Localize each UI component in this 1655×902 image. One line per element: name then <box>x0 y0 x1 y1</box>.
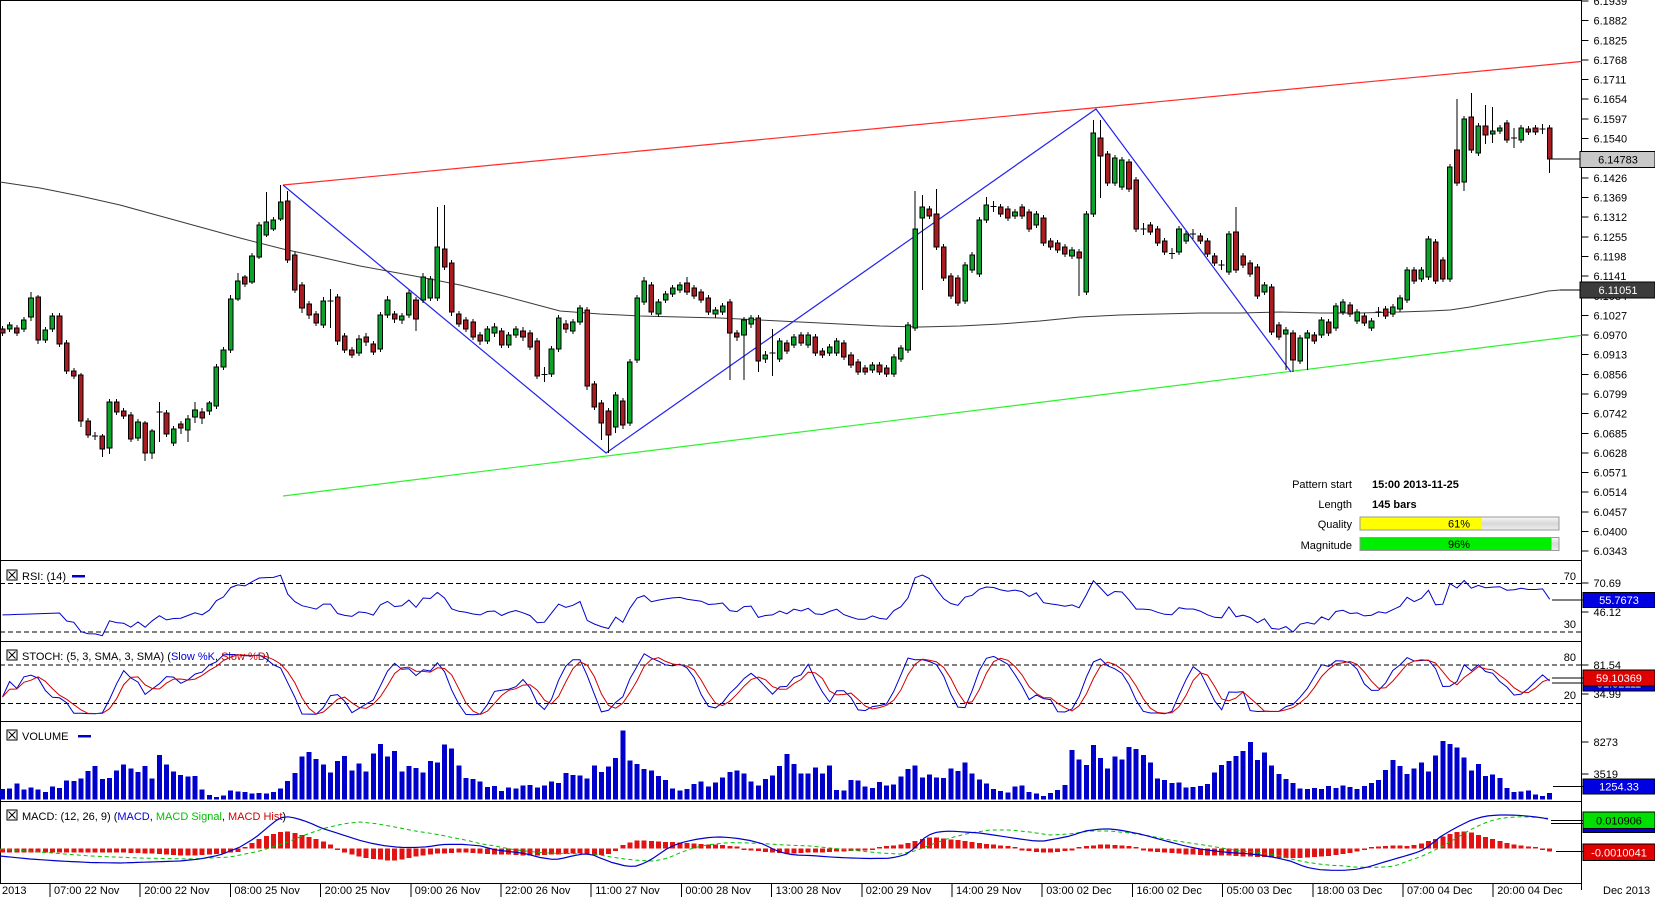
svg-text:STOCH: (5, 3, SMA, 3, SMA) (Sl: STOCH: (5, 3, SMA, 3, SMA) (Slow %K, Slo… <box>22 651 269 663</box>
svg-text:6.14783: 6.14783 <box>1598 155 1638 167</box>
svg-text:Magnitude: Magnitude <box>1301 540 1352 552</box>
svg-text:6.1027: 6.1027 <box>1594 310 1628 322</box>
svg-text:Dec 2013: Dec 2013 <box>1603 885 1650 897</box>
svg-text:70.69: 70.69 <box>1594 578 1622 590</box>
svg-text:6.0571: 6.0571 <box>1594 468 1628 480</box>
svg-text:6.0628: 6.0628 <box>1594 448 1628 460</box>
svg-text:11:00 27 Nov: 11:00 27 Nov <box>595 885 660 897</box>
svg-text:6.1768: 6.1768 <box>1594 55 1628 67</box>
svg-text:6.1711: 6.1711 <box>1594 75 1627 87</box>
svg-text:30: 30 <box>1564 619 1576 631</box>
svg-text:MACD: (12, 26, 9) (MACD, MACD: MACD: (12, 26, 9) (MACD, MACD Signal, MA… <box>22 811 286 823</box>
svg-text:03:00 02 Dec: 03:00 02 Dec <box>1046 885 1112 897</box>
svg-text:80: 80 <box>1564 652 1576 664</box>
svg-text:Pattern start: Pattern start <box>1292 479 1352 491</box>
svg-text:96%: 96% <box>1448 539 1470 551</box>
svg-text:18:00 03 Dec: 18:00 03 Dec <box>1317 885 1383 897</box>
svg-text:6.1255: 6.1255 <box>1594 232 1628 244</box>
svg-text:6.0856: 6.0856 <box>1594 369 1628 381</box>
svg-text:6.0970: 6.0970 <box>1594 330 1628 342</box>
svg-text:08:00 25 Nov: 08:00 25 Nov <box>234 885 300 897</box>
svg-text:34.99: 34.99 <box>1594 689 1622 701</box>
svg-text:6.11051: 6.11051 <box>1599 285 1638 297</box>
svg-text:61%: 61% <box>1448 519 1470 531</box>
svg-text:16:00 02 Dec: 16:00 02 Dec <box>1136 885 1202 897</box>
svg-text:15:00 2013-11-25: 15:00 2013-11-25 <box>1372 479 1459 491</box>
svg-text:Quality: Quality <box>1318 519 1353 531</box>
svg-text:6.0400: 6.0400 <box>1594 527 1628 539</box>
svg-text:09:00 26 Nov: 09:00 26 Nov <box>415 885 481 897</box>
svg-text:0.010906: 0.010906 <box>1596 816 1642 828</box>
svg-text:70: 70 <box>1564 571 1576 583</box>
svg-text:6.1198: 6.1198 <box>1594 251 1627 263</box>
svg-text:20: 20 <box>1564 690 1576 702</box>
svg-text:02:00 29 Nov: 02:00 29 Nov <box>866 885 932 897</box>
svg-text:6.0913: 6.0913 <box>1594 350 1628 362</box>
svg-text:20:00 04 Dec: 20:00 04 Dec <box>1497 885 1563 897</box>
svg-text:00:00 28 Nov: 00:00 28 Nov <box>685 885 751 897</box>
svg-text:07:00 04 Dec: 07:00 04 Dec <box>1407 885 1473 897</box>
svg-text:59.10369: 59.10369 <box>1596 673 1642 685</box>
svg-text:6.1426: 6.1426 <box>1594 173 1628 185</box>
svg-text:6.0742: 6.0742 <box>1594 409 1628 421</box>
svg-text:6.0343: 6.0343 <box>1594 546 1628 558</box>
svg-text:1254.33: 1254.33 <box>1599 782 1639 794</box>
svg-text:6.1939: 6.1939 <box>1594 0 1628 8</box>
svg-text:20:00 25 Nov: 20:00 25 Nov <box>325 885 391 897</box>
svg-text:81.54: 81.54 <box>1594 660 1622 672</box>
svg-text:22:00 26 Nov: 22:00 26 Nov <box>505 885 571 897</box>
svg-text:145 bars: 145 bars <box>1372 499 1417 511</box>
svg-text:6.1369: 6.1369 <box>1594 193 1628 205</box>
svg-text:8273: 8273 <box>1594 737 1618 749</box>
svg-text:6.0514: 6.0514 <box>1594 487 1628 499</box>
svg-text:07:00 22 Nov: 07:00 22 Nov <box>54 885 120 897</box>
svg-text:3519: 3519 <box>1594 769 1618 781</box>
svg-text:55.7673: 55.7673 <box>1599 595 1639 607</box>
svg-text:6.1654: 6.1654 <box>1594 94 1628 106</box>
svg-text:6.1141: 6.1141 <box>1594 271 1627 283</box>
svg-text:6.1597: 6.1597 <box>1594 114 1628 126</box>
svg-text:6.0457: 6.0457 <box>1594 507 1628 519</box>
svg-text:6.0799: 6.0799 <box>1594 389 1628 401</box>
svg-text:RSI: (14): RSI: (14) <box>22 571 66 583</box>
svg-text:2013: 2013 <box>2 885 26 897</box>
svg-text:VOLUME: VOLUME <box>22 731 68 743</box>
svg-text:6.1825: 6.1825 <box>1594 35 1628 47</box>
svg-text:6.1540: 6.1540 <box>1594 134 1628 146</box>
svg-text:6.1882: 6.1882 <box>1594 16 1628 28</box>
svg-text:13:00 28 Nov: 13:00 28 Nov <box>776 885 842 897</box>
svg-text:6.1312: 6.1312 <box>1594 212 1628 224</box>
svg-text:20:00 22 Nov: 20:00 22 Nov <box>144 885 210 897</box>
svg-text:-0.0010041: -0.0010041 <box>1591 848 1647 860</box>
svg-text:05:00 03 Dec: 05:00 03 Dec <box>1227 885 1293 897</box>
svg-text:14:00 29 Nov: 14:00 29 Nov <box>956 885 1022 897</box>
svg-text:6.0685: 6.0685 <box>1594 428 1628 440</box>
svg-text:46.12: 46.12 <box>1594 607 1622 619</box>
svg-text:Length: Length <box>1318 499 1352 511</box>
